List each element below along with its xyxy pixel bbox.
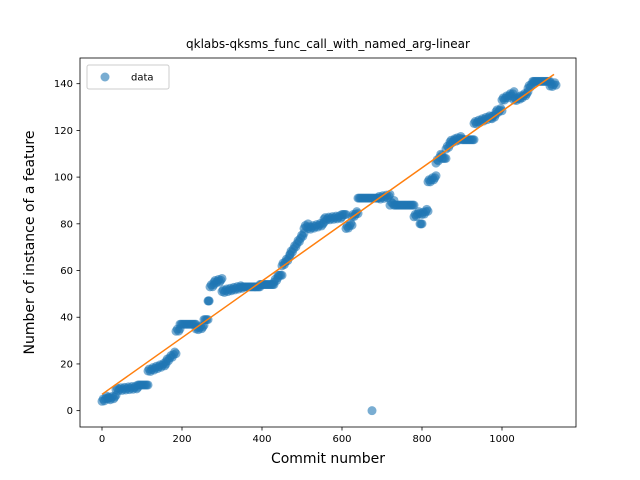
x-tick-label: 1000 [489,434,514,445]
data-point [347,220,357,230]
y-tick-label: 80 [60,219,73,230]
y-tick-label: 140 [54,79,73,90]
x-tick-label: 600 [332,434,351,445]
data-point [423,206,433,216]
x-tick-label: 200 [172,434,191,445]
y-tick-label: 40 [60,313,73,324]
legend-box [86,64,170,90]
data-point [277,270,287,280]
data-point [367,406,377,416]
data-point [431,171,441,181]
data-point [469,135,479,145]
x-tick-label: 0 [99,434,105,445]
series-layer [97,73,561,416]
y-axis-label: Number of instance of a feature [22,131,38,355]
y-tick-label: 100 [54,173,73,184]
y-tick-label: 60 [60,266,73,277]
x-tick-label: 400 [252,434,271,445]
x-axis-label: Commit number [271,451,385,467]
data-point [551,80,561,90]
chart-title: qklabs-qksms_func_call_with_named_arg-li… [186,37,470,51]
data-point [171,349,181,359]
data-point [441,153,451,163]
y-tick-label: 120 [54,126,73,137]
y-axis-ticks: 0 20 40 60 80 100 120 140 [54,79,80,417]
data-point [204,296,214,306]
data-point [417,219,427,229]
axes-frame [79,57,577,428]
data-point [217,273,227,283]
y-tick-label: 20 [60,359,73,370]
legend: data [86,64,170,90]
data-point [143,380,153,390]
data-point [409,200,419,210]
x-tick-label: 800 [412,434,431,445]
legend-label-data: data [131,73,154,84]
y-tick-label: 0 [67,406,73,417]
fit-line [101,73,555,395]
x-axis-ticks: 0 200 400 600 800 1000 [99,427,515,445]
legend-marker-data [100,72,110,82]
